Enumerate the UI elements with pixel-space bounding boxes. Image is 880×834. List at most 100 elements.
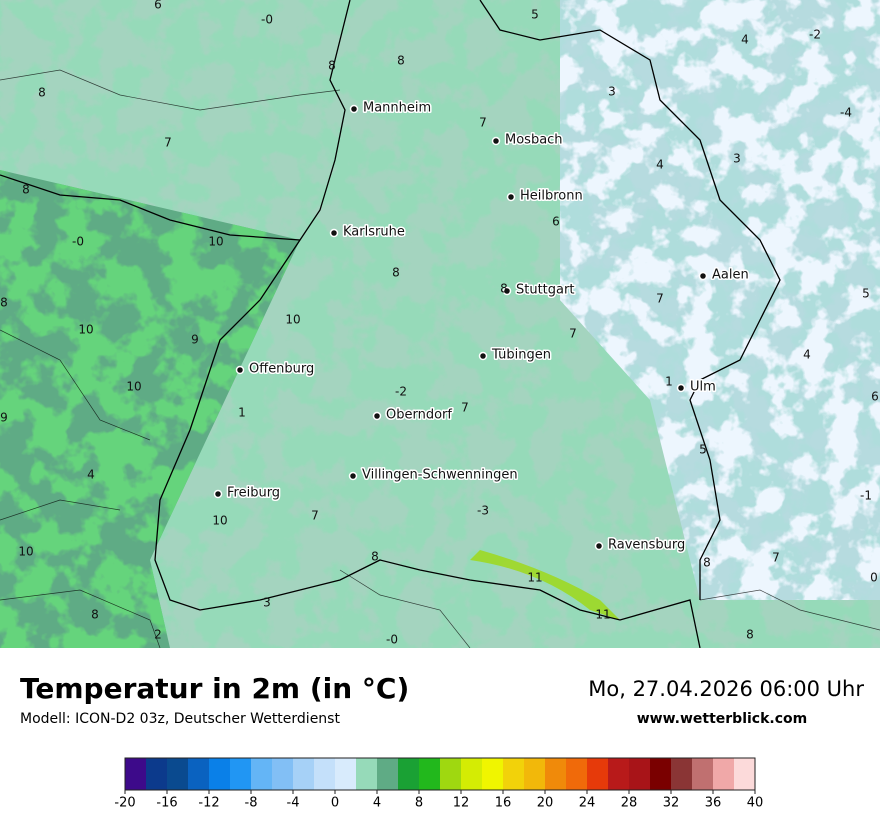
colorbar-tick-label: 36	[705, 796, 722, 811]
temperature-label: 7	[164, 136, 172, 150]
city-name: Villingen-Schwenningen	[362, 468, 518, 483]
color-swatch	[671, 758, 693, 790]
color-swatch	[293, 758, 315, 790]
temperature-label: 4	[803, 348, 811, 362]
city-name: Freiburg	[227, 486, 280, 501]
color-swatch	[629, 758, 651, 790]
colorbar-tick-label: 4	[373, 796, 381, 811]
temperature-label: -0	[72, 235, 84, 249]
city-dot	[506, 192, 516, 202]
colorbar-tick-label: 28	[621, 796, 638, 811]
temperature-label: 8	[0, 296, 8, 310]
temperature-label: 4	[656, 158, 664, 172]
city-dot	[349, 104, 359, 114]
color-swatch	[566, 758, 588, 790]
color-swatch	[272, 758, 294, 790]
colorbar-tick-label: 24	[579, 796, 596, 811]
temperature-label: 8	[328, 59, 336, 73]
map	[0, 0, 880, 648]
colorbar-frame	[124, 757, 756, 791]
temperature-label: 8	[371, 550, 379, 564]
temperature-label: -2	[395, 385, 407, 399]
city-dot	[372, 411, 382, 421]
city-name: Mannheim	[363, 101, 431, 116]
temperature-label: -3	[477, 504, 489, 518]
temperature-label: 5	[699, 443, 707, 457]
model-info: Modell: ICON-D2 03z, Deutscher Wetterdie…	[20, 711, 340, 727]
color-swatch	[335, 758, 357, 790]
city-name: Offenburg	[249, 362, 314, 377]
colorbar: -20 -16 -12 -8 -4 0 4 8 12 16 20 24 28 32 36 40	[114, 757, 764, 811]
color-swatch	[503, 758, 525, 790]
city-dot	[235, 365, 245, 375]
temperature-label: 11	[527, 571, 542, 585]
city-name: Ulm	[690, 380, 716, 395]
map-title: Temperatur in 2m (in °C)	[20, 672, 409, 705]
colorbar-tick-label: 12	[453, 796, 470, 811]
city-name: Oberndorf	[386, 408, 452, 423]
temperature-label: 1	[238, 406, 246, 420]
temperature-label: 6	[871, 390, 879, 404]
website: www.wetterblick.com	[637, 711, 808, 727]
temperature-label: 3	[733, 152, 741, 166]
city-name: Stuttgart	[516, 283, 574, 298]
city-dot	[502, 286, 512, 296]
city-name: Mosbach	[505, 133, 563, 148]
color-swatch	[251, 758, 273, 790]
colorbar-tick-label: 16	[495, 796, 512, 811]
colorbar-tick-label: -12	[198, 796, 219, 811]
color-swatch	[482, 758, 504, 790]
colorbar-tick-label: -8	[245, 796, 258, 811]
temperature-label: 10	[126, 380, 141, 394]
city-dot	[594, 541, 604, 551]
color-swatch	[230, 758, 252, 790]
temperature-label: 7	[656, 292, 664, 306]
colorbar-tick-label: -4	[287, 796, 300, 811]
colorbar-tick-label: 40	[747, 796, 764, 811]
city-name: Heilbronn	[520, 189, 583, 204]
temperature-label: 9	[0, 411, 8, 425]
temperature-label: 10	[208, 235, 223, 249]
datetime: Mo, 27.04.2026 06:00 Uhr	[588, 677, 864, 701]
temperature-label: 7	[461, 401, 469, 415]
temperature-label: 10	[78, 323, 93, 337]
temperature-label: 3	[608, 85, 616, 99]
city-dot	[329, 228, 339, 238]
temperature-label: 2	[154, 628, 162, 642]
temperature-label: 8	[703, 556, 711, 570]
color-swatch	[461, 758, 483, 790]
colorbar-tick-label: 0	[331, 796, 339, 811]
city-name: Karlsruhe	[343, 225, 405, 240]
temperature-label: 11	[595, 608, 610, 622]
temperature-label: 0	[870, 571, 878, 585]
city-name: Tübingen	[491, 348, 551, 363]
temperature-label: 7	[311, 509, 319, 523]
color-swatch	[314, 758, 336, 790]
temperature-label: -1	[860, 489, 872, 503]
temperature-label: 7	[569, 327, 577, 341]
city-dot	[698, 271, 708, 281]
color-swatch	[440, 758, 462, 790]
temperature-label: 10	[212, 514, 227, 528]
temperature-label: 8	[397, 54, 405, 68]
temperature-label: 8	[91, 608, 99, 622]
temperature-label: 8	[746, 628, 754, 642]
city-dot	[676, 383, 686, 393]
colorbar-tick-label: -16	[156, 796, 177, 811]
temperature-label: 6	[552, 215, 560, 229]
temperature-label: 10	[18, 545, 33, 559]
temperature-label: 7	[772, 551, 780, 565]
color-swatch	[524, 758, 546, 790]
temperature-label: 10	[285, 313, 300, 327]
temperature-label: -0	[261, 13, 273, 27]
city-dot	[491, 136, 501, 146]
city-name: Ravensburg	[608, 538, 685, 553]
temperature-label: 8	[392, 266, 400, 280]
temperature-label: 9	[191, 333, 199, 347]
colorbar-tick-label: 8	[415, 796, 423, 811]
color-swatch	[146, 758, 168, 790]
temperature-label: 4	[741, 33, 749, 47]
temperature-label: 6	[154, 0, 162, 12]
color-swatch	[125, 758, 147, 790]
